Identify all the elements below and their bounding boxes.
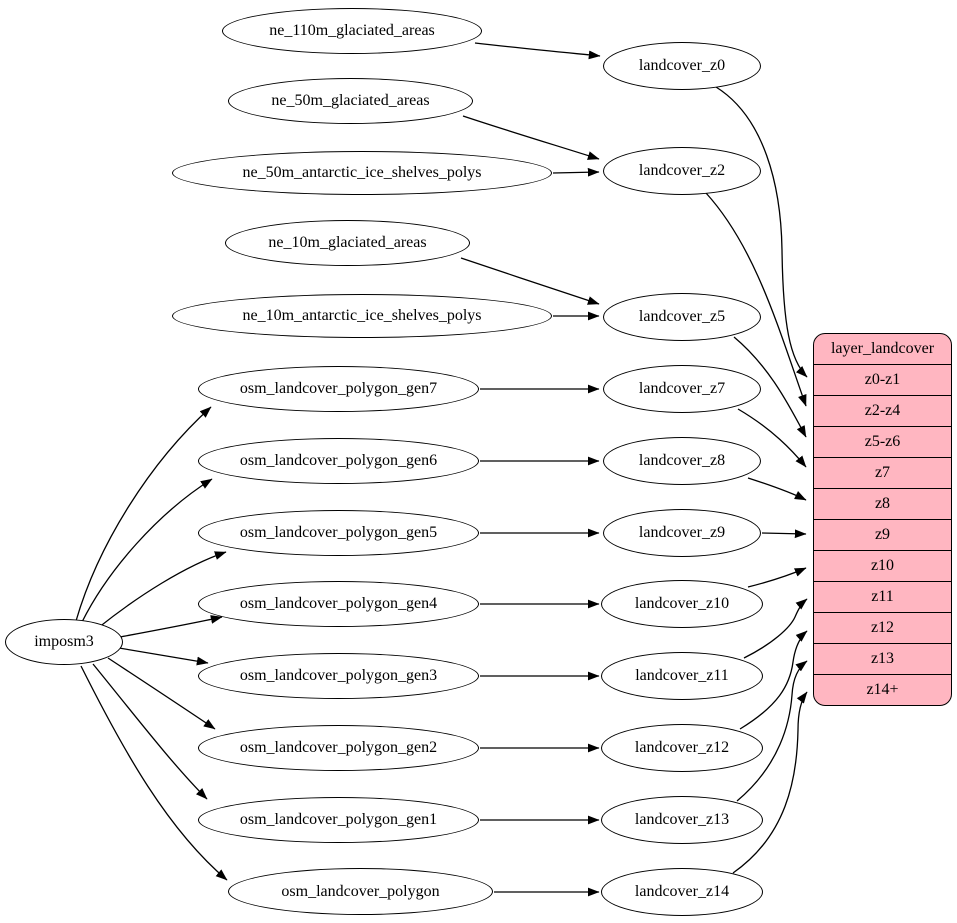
- edge-imposm3-osm_landcover_polygon_gen7: [75, 406, 212, 622]
- edge-landcover_z12-row-z12: [739, 630, 808, 730]
- record-row-z9: z9: [814, 519, 951, 550]
- record-row-z7: z7: [814, 457, 951, 488]
- edge-imposm3-osm_landcover_polygon_gen1: [92, 663, 208, 800]
- edge-landcover_z10-row-z10: [747, 567, 807, 588]
- node-osm_landcover_polygon_gen4: osm_landcover_polygon_gen4: [198, 581, 479, 627]
- node-osm_landcover_polygon: osm_landcover_polygon: [228, 868, 493, 915]
- node-imposm3: imposm3: [5, 619, 123, 665]
- node-landcover_z0: landcover_z0: [603, 42, 761, 90]
- node-landcover_z9: landcover_z9: [603, 509, 761, 557]
- node-osm_landcover_polygon_gen6: osm_landcover_polygon_gen6: [198, 438, 479, 484]
- node-ne_110m_glaciated_areas: ne_110m_glaciated_areas: [222, 8, 482, 54]
- edge-imposm3-osm_landcover_polygon_gen5: [97, 551, 227, 629]
- edge-ne_10m_glaciated_areas-landcover_z5: [460, 257, 600, 305]
- edge-imposm3-osm_landcover_polygon_gen2: [107, 657, 216, 730]
- node-landcover_z10: landcover_z10: [601, 580, 763, 628]
- edge-imposm3-osm_landcover_polygon_gen3: [118, 647, 209, 666]
- record-row-z10: z10: [814, 550, 951, 581]
- node-landcover_z5: landcover_z5: [603, 293, 761, 341]
- record-row-z0-z1: z0-z1: [814, 364, 951, 395]
- node-landcover_z12: landcover_z12: [601, 724, 763, 772]
- node-landcover_z2: landcover_z2: [603, 147, 761, 195]
- node-landcover_z7: landcover_z7: [603, 365, 761, 413]
- node-osm_landcover_polygon_gen3: osm_landcover_polygon_gen3: [198, 653, 479, 699]
- edge-landcover_z8-row-z8: [747, 477, 807, 501]
- record-row-z11: z11: [814, 581, 951, 612]
- edge-imposm3-osm_landcover_polygon: [80, 665, 228, 881]
- edge-landcover_z2-row-z2-z4: [705, 192, 807, 407]
- edge-ne_50m_antarctic_ice_shelves_polys-landcover_z2: [552, 167, 600, 177]
- node-ne_10m_glaciated_areas: ne_10m_glaciated_areas: [225, 220, 470, 266]
- record-row-z8: z8: [814, 488, 951, 519]
- edge-imposm3-osm_landcover_polygon_gen4: [119, 615, 223, 638]
- node-ne_50m_glaciated_areas: ne_50m_glaciated_areas: [228, 78, 473, 124]
- edge-ne_50m_glaciated_areas-landcover_z2: [462, 115, 600, 160]
- edge-landcover_z13-row-z13: [736, 660, 808, 802]
- record-row-z14plus: z14+: [814, 674, 951, 705]
- node-osm_landcover_polygon_gen7: osm_landcover_polygon_gen7: [198, 366, 479, 412]
- node-landcover_z8: landcover_z8: [603, 437, 761, 485]
- node-osm_landcover_polygon_gen5: osm_landcover_polygon_gen5: [198, 510, 479, 556]
- record-row-z2-z4: z2-z4: [814, 395, 951, 426]
- node-layer_landcover: layer_landcover z0-z1 z2-z4 z5-z6 z7 z8 …: [813, 333, 952, 706]
- node-landcover_z14: landcover_z14: [601, 868, 763, 916]
- edge-landcover_z5-row-z5-z6: [733, 336, 807, 438]
- record-row-z12: z12: [814, 612, 951, 643]
- edge-landcover_z9-row-z9: [761, 529, 807, 539]
- node-landcover_z11: landcover_z11: [601, 652, 763, 700]
- record-row-z13: z13: [814, 643, 951, 674]
- edge-landcover_z11-row-z11: [743, 598, 808, 659]
- edge-landcover_z7-row-z7: [737, 408, 807, 468]
- edge-ne_110m_glaciated_areas-landcover_z0: [474, 42, 601, 60]
- node-ne_10m_antarctic_ice_shelves_polys: ne_10m_antarctic_ice_shelves_polys: [172, 294, 552, 338]
- edge-landcover_z0-row-z0-z1: [715, 86, 808, 378]
- node-ne_50m_antarctic_ice_shelves_polys: ne_50m_antarctic_ice_shelves_polys: [172, 151, 552, 195]
- node-osm_landcover_polygon_gen1: osm_landcover_polygon_gen1: [198, 797, 479, 843]
- node-landcover_z13: landcover_z13: [601, 796, 763, 844]
- record-row-z5-z6: z5-z6: [814, 426, 951, 457]
- edge-landcover_z14-row-z14plus: [732, 691, 808, 874]
- record-title: layer_landcover: [830, 340, 935, 357]
- edge-imposm3-osm_landcover_polygon_gen6: [81, 478, 213, 623]
- node-osm_landcover_polygon_gen2: osm_landcover_polygon_gen2: [198, 725, 479, 771]
